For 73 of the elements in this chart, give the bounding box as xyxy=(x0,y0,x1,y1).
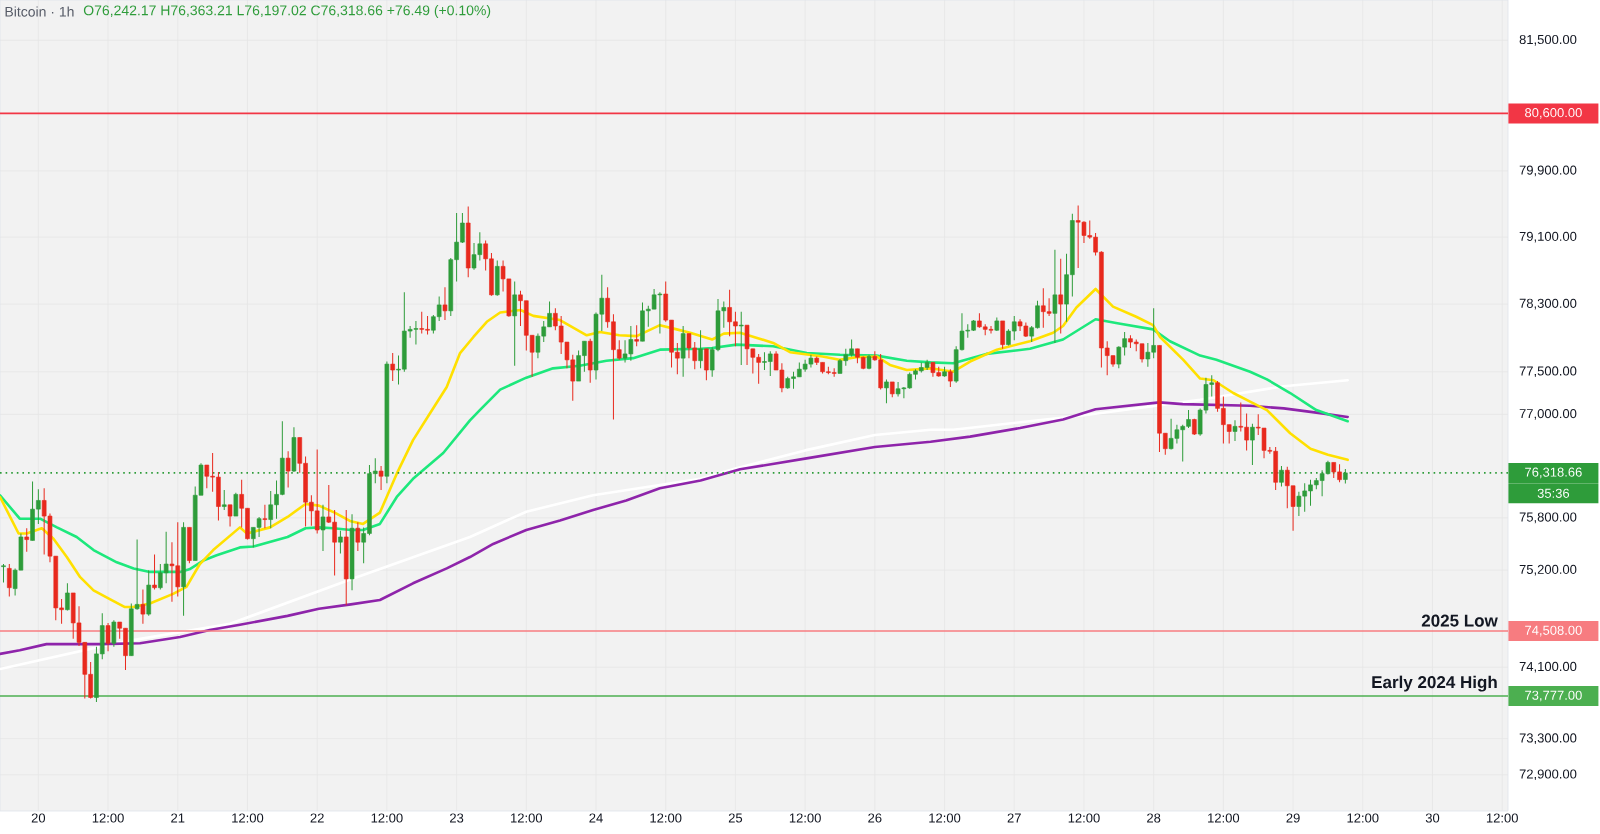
candlestick xyxy=(1058,258,1063,335)
ref-line-label: 80,600.00 xyxy=(1525,108,1582,119)
candlestick xyxy=(1000,320,1005,350)
y-tick-label: 75,200.00 xyxy=(1519,564,1577,576)
x-tick-label: 24 xyxy=(589,813,603,823)
x-tick-label: 12:00 xyxy=(1208,813,1240,823)
annotation: 35:36 xyxy=(1537,488,1570,498)
candlestick xyxy=(1,563,6,583)
candlestick xyxy=(221,489,227,511)
candlestick xyxy=(105,622,111,652)
candlestick xyxy=(7,563,12,597)
chart-subtitle: O76,242.17 H76,363.21 L76,197.02 C76,318.66 +76.49 (+0.10%) xyxy=(83,5,491,19)
ref-line-label: 76,318.66 xyxy=(1525,467,1582,479)
candlestick xyxy=(634,324,639,347)
candlestick xyxy=(320,504,326,552)
candlestick xyxy=(1052,249,1058,344)
x-tick-label: 12:00 xyxy=(92,813,124,823)
candlestick xyxy=(1250,423,1255,466)
candlestick xyxy=(152,553,157,590)
y-tick-label: 73,300.00 xyxy=(1519,733,1577,745)
x-tick-label: 27 xyxy=(1007,813,1021,823)
x-tick-label: 12:00 xyxy=(929,813,961,823)
chart-title: Bitcoin · 1h xyxy=(5,6,74,17)
y-tick-label: 77,000.00 xyxy=(1519,409,1577,420)
x-tick-label: 25 xyxy=(728,813,743,823)
candlestick xyxy=(390,352,395,382)
candlestick xyxy=(1279,465,1284,488)
ref-line-label: 74,508.00 xyxy=(1525,625,1582,637)
y-tick-label: 81,500.00 xyxy=(1519,34,1577,46)
y-tick-label: 78,300.00 xyxy=(1519,298,1577,310)
annotation: 2025 Low xyxy=(1421,614,1498,627)
candlestick xyxy=(65,582,70,612)
y-tick-label: 74,100.00 xyxy=(1519,661,1577,673)
x-tick-label: 12:00 xyxy=(511,813,543,823)
candlestick xyxy=(1232,419,1238,442)
x-tick-label: 22 xyxy=(310,813,324,823)
candlestick xyxy=(884,378,889,404)
ref-line-label: 73,777.00 xyxy=(1525,690,1582,702)
candlestick xyxy=(262,504,268,529)
candlestick xyxy=(233,492,239,517)
candlestick xyxy=(227,504,233,528)
y-tick-label: 72,900.00 xyxy=(1519,769,1577,781)
candlestick xyxy=(140,588,146,625)
x-tick-label: 12:00 xyxy=(650,813,682,823)
x-tick-label: 23 xyxy=(450,813,464,823)
candlestick xyxy=(378,465,384,491)
y-tick-label: 79,100.00 xyxy=(1519,231,1577,243)
x-tick-label: 12:00 xyxy=(789,813,821,823)
y-tick-label: 75,800.00 xyxy=(1519,512,1577,524)
candlestick xyxy=(738,311,744,366)
candlestick xyxy=(704,348,709,381)
candlestick xyxy=(338,530,343,555)
x-tick-label: 20 xyxy=(31,813,46,823)
x-tick-label: 12:00 xyxy=(1347,813,1379,823)
x-tick-label: 26 xyxy=(868,813,882,823)
annotation: Early 2024 High xyxy=(1372,675,1497,692)
y-tick-label: 79,900.00 xyxy=(1519,165,1577,177)
x-tick-label: 12:00 xyxy=(1068,813,1100,823)
x-tick-label: 28 xyxy=(1147,813,1161,823)
candlestick xyxy=(698,329,703,369)
candlestick xyxy=(512,280,517,367)
x-tick-label: 21 xyxy=(171,813,185,823)
candlestick xyxy=(285,450,291,488)
x-tick-label: 12:00 xyxy=(371,813,403,823)
y-tick-label: 77,500.00 xyxy=(1519,366,1577,378)
x-tick-label: 30 xyxy=(1425,813,1440,823)
candlestick xyxy=(355,521,361,552)
candlestick xyxy=(111,619,117,648)
x-tick-label: 29 xyxy=(1286,813,1300,823)
x-tick-label: 12:00 xyxy=(1486,813,1518,823)
candlestick xyxy=(442,286,448,321)
candlestick xyxy=(24,527,29,553)
x-tick-label: 12:00 xyxy=(232,813,264,823)
